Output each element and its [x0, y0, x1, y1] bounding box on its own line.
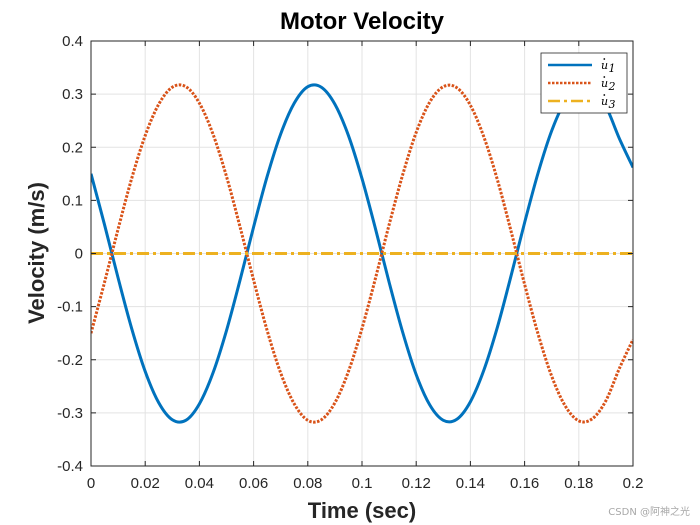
- legend-label-u2: u: [601, 77, 608, 90]
- y-tick-label: -0.1: [57, 299, 83, 316]
- x-tick-label: 0.14: [456, 475, 485, 492]
- y-tick-label: 0.3: [62, 86, 83, 103]
- series-line-u2: [91, 83, 633, 424]
- y-axis-label: Velocity (m/s): [24, 182, 49, 324]
- y-tick-label: 0: [75, 246, 83, 263]
- x-tick-label: 0.16: [510, 475, 539, 492]
- y-tick-label: -0.4: [57, 458, 83, 475]
- legend-dot-accent: [603, 76, 606, 78]
- legend-dot-accent: [603, 94, 606, 96]
- y-tick-label: 0.1: [62, 192, 83, 209]
- x-axis-label: Time (sec): [308, 498, 416, 523]
- legend-subscript-u1: 1: [609, 62, 616, 75]
- legend-subscript-u2: 2: [608, 80, 616, 93]
- y-tick-labels: -0.4 -0.3 -0.2 -0.1 0 0.1 0.2 0.3 0.4: [57, 33, 83, 475]
- legend-label-u3: u: [601, 95, 608, 108]
- legend: u 1u 2u 3: [540, 52, 628, 114]
- x-tick-label: 0.12: [402, 475, 431, 492]
- watermark: CSDN @阿神之光: [608, 505, 690, 518]
- x-tick-label: 0.06: [239, 475, 268, 492]
- ticks: [90, 40, 634, 467]
- legend-subscript-u3: 3: [609, 98, 616, 111]
- series-line-u1: [91, 83, 633, 424]
- x-tick-label: 0.1: [352, 475, 373, 492]
- y-tick-label: 0.4: [62, 33, 83, 50]
- legend-dot-accent: [603, 58, 606, 60]
- legend-label-u1: u: [601, 59, 608, 72]
- series-group: [91, 83, 633, 424]
- x-tick-label: 0.18: [564, 475, 593, 492]
- x-tick-label: 0: [87, 475, 95, 492]
- y-tick-label: 0.2: [62, 139, 83, 156]
- y-tick-label: -0.3: [57, 405, 83, 422]
- legend-entries: u 1u 2u 3: [548, 58, 616, 111]
- chart-title: Motor Velocity: [280, 8, 445, 35]
- x-tick-label: 0.08: [293, 475, 322, 492]
- y-tick-label: -0.2: [57, 352, 83, 369]
- x-tick-labels: 0 0.02 0.04 0.06 0.08 0.1 0.12 0.14 0.16 0.18 0.2: [87, 475, 644, 492]
- x-tick-label: 0.02: [131, 475, 160, 492]
- x-tick-label: 0.2: [623, 475, 644, 492]
- x-tick-label: 0.04: [185, 475, 214, 492]
